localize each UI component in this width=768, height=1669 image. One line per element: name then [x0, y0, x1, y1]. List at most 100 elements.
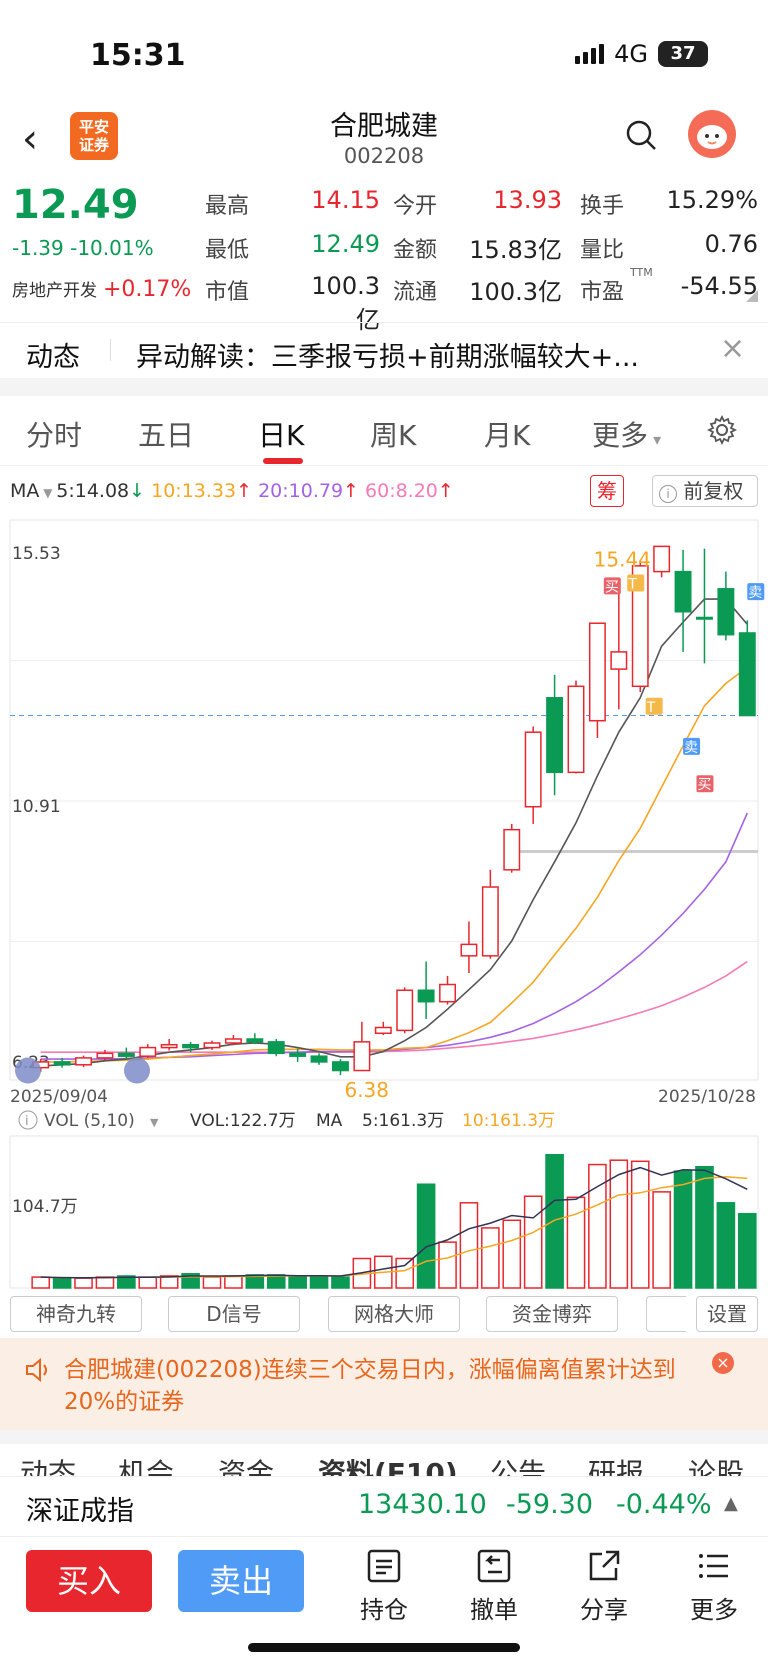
- quote-label: 市盈: [580, 280, 625, 305]
- index-ticker[interactable]: 深证成指 13430.10 -59.30 -0.44% ▲: [0, 1476, 768, 1536]
- quote-value: 15.83亿: [469, 236, 562, 264]
- back-icon[interactable]: ‹: [22, 116, 38, 162]
- section-tab-notice[interactable]: 公告: [490, 1457, 547, 1476]
- candle-body: [481, 886, 499, 957]
- more-label: 更多: [690, 1596, 738, 1624]
- volume-bar: [652, 1191, 671, 1289]
- section-tabs: 动态 机会 资金 资料(F10) 公告 研报 论股: [0, 1444, 768, 1476]
- tab-more[interactable]: 更多 ▾: [592, 414, 661, 454]
- index-value: 13430.10: [358, 1489, 487, 1520]
- adjust-button[interactable]: i 前复权: [652, 475, 758, 507]
- ma60-line: [40, 960, 748, 1053]
- section-tab-fund[interactable]: 资金: [218, 1457, 275, 1476]
- status-icons: 4G 37: [575, 40, 708, 68]
- volume-bar: [737, 1212, 757, 1289]
- sector-info[interactable]: 房地产开发 +0.17%: [12, 276, 191, 302]
- quote-value: 14.15: [311, 186, 380, 214]
- kline-chart[interactable]: 15.5310.916.2315.446.38买TT卖买卖2025/09/042…: [0, 518, 768, 1112]
- section-tab-f10[interactable]: 资料(F10): [318, 1457, 458, 1476]
- tool-fund-game[interactable]: 资金博弈: [486, 1296, 618, 1332]
- candle-body: [696, 616, 713, 620]
- change-value: -1.39: [12, 236, 64, 260]
- volume-bar: [438, 1241, 457, 1289]
- quote-value: -54.55: [680, 272, 758, 300]
- close-icon[interactable]: ×: [720, 331, 746, 366]
- tab-daily-k[interactable]: 日K: [258, 419, 305, 452]
- tab-five-day[interactable]: 五日: [138, 419, 195, 452]
- positions-button[interactable]: 持仓: [344, 1548, 424, 1625]
- price-change: -1.39 -10.01%: [12, 236, 154, 260]
- cancel-order-button[interactable]: 撤单: [454, 1548, 534, 1625]
- candle-body: [567, 685, 585, 774]
- ma60-value: 60:8.20: [365, 480, 438, 502]
- vol-title: VOL (5,10): [44, 1111, 135, 1131]
- avatar[interactable]: [688, 110, 736, 158]
- news-bar[interactable]: 动态 异动解读：三季报亏损+前期涨幅较大+... ×: [0, 322, 768, 378]
- network-label: 4G: [614, 40, 648, 68]
- sell-marker: 卖: [748, 585, 762, 601]
- expand-up-icon[interactable]: ▲: [724, 1493, 738, 1514]
- tab-weekly-k[interactable]: 周K: [370, 419, 417, 452]
- candle-body: [224, 1038, 242, 1044]
- info-icon-glyph: i: [25, 1114, 29, 1129]
- quote-value: 0.76: [704, 230, 758, 258]
- risk-alert[interactable]: 合肥城建(002208)连续三个交易日内，涨幅偏离值累计达到20%的证券 ×: [0, 1338, 768, 1430]
- volume-chart[interactable]: i VOL (5,10) ▼ VOL:122.7万 MA 5:161.3万 10:161.3…: [0, 1104, 768, 1290]
- tool-more[interactable]: [646, 1296, 686, 1332]
- vol-ma5: 5:161.3万: [362, 1111, 444, 1131]
- section-tab-report[interactable]: 研报: [588, 1457, 645, 1476]
- tool-nine-turn[interactable]: 神奇九转: [10, 1296, 142, 1332]
- expand-corner-icon[interactable]: [746, 290, 758, 302]
- tab-monthly-k[interactable]: 月K: [484, 419, 531, 452]
- active-tab-indicator: [263, 458, 303, 464]
- ma5-value: 5:14.08: [56, 480, 130, 502]
- chip-button[interactable]: 筹: [590, 475, 624, 507]
- candle-body: [717, 588, 735, 636]
- bottom-toolbar: [0, 1536, 768, 1669]
- search-icon[interactable]: [624, 118, 658, 152]
- quote-label: 最高: [205, 194, 250, 219]
- candle-body: [203, 1042, 221, 1049]
- buy-button[interactable]: 买入: [26, 1550, 152, 1612]
- scroll-left-handle: [15, 1057, 41, 1084]
- more-button[interactable]: 更多: [674, 1548, 754, 1625]
- candle-body: [267, 1041, 285, 1055]
- info-icon: [18, 1110, 38, 1130]
- logo-line2: 证券: [78, 136, 109, 154]
- volume-bar: [31, 1276, 51, 1289]
- quote-value: 13.93: [493, 186, 562, 214]
- buy-marker: 买: [605, 579, 619, 595]
- share-label: 分享: [580, 1596, 628, 1624]
- pe-sup: TTM: [630, 266, 653, 279]
- candle-body: [117, 1052, 135, 1057]
- close-alert-icon[interactable]: ×: [712, 1352, 734, 1374]
- candle-body: [139, 1046, 157, 1057]
- tool-settings[interactable]: 设置: [696, 1296, 758, 1332]
- candle-body: [353, 1041, 371, 1072]
- tool-grid-master[interactable]: 网格大师: [328, 1296, 460, 1332]
- section-tab-chance[interactable]: 机会: [118, 1457, 175, 1476]
- share-icon: [589, 1550, 620, 1581]
- candle-body: [674, 570, 692, 613]
- period-tabs: 分时 五日 日K 周K 月K 更多 ▾: [0, 396, 768, 466]
- vol-caret-icon: ▼: [150, 1116, 159, 1129]
- tab-intraday[interactable]: 分时: [26, 419, 83, 452]
- share-button[interactable]: 分享: [564, 1548, 644, 1625]
- avatar-face-icon: [697, 125, 727, 149]
- tool-d-signal[interactable]: D信号: [168, 1296, 300, 1332]
- candle-body: [374, 1026, 392, 1035]
- ma20-arrow-icon: ↑: [343, 480, 366, 502]
- section-tab-forum[interactable]: 论股: [688, 1457, 745, 1476]
- candle-body: [524, 731, 542, 808]
- sell-button[interactable]: 卖出: [178, 1550, 304, 1612]
- volume-bar: [588, 1163, 607, 1289]
- section-tab-news[interactable]: 动态: [20, 1457, 77, 1476]
- volume-bar: [117, 1275, 136, 1289]
- gear-icon[interactable]: [706, 414, 738, 446]
- high-price-label: 15.44: [594, 547, 651, 571]
- broker-logo: 平安 证券: [70, 112, 118, 160]
- ma-caret-icon[interactable]: ▼: [39, 486, 57, 500]
- candle-body: [588, 622, 606, 722]
- date-start: 2025/09/04: [10, 1087, 108, 1107]
- volume-bar: [673, 1170, 693, 1289]
